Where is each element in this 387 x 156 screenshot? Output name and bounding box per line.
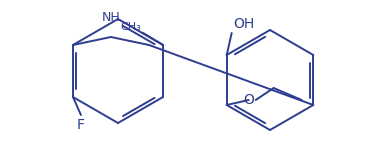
Text: O: O bbox=[243, 93, 254, 107]
Text: NH: NH bbox=[102, 11, 120, 24]
Text: F: F bbox=[77, 118, 85, 132]
Text: CH₃: CH₃ bbox=[120, 22, 141, 32]
Text: OH: OH bbox=[234, 17, 255, 31]
